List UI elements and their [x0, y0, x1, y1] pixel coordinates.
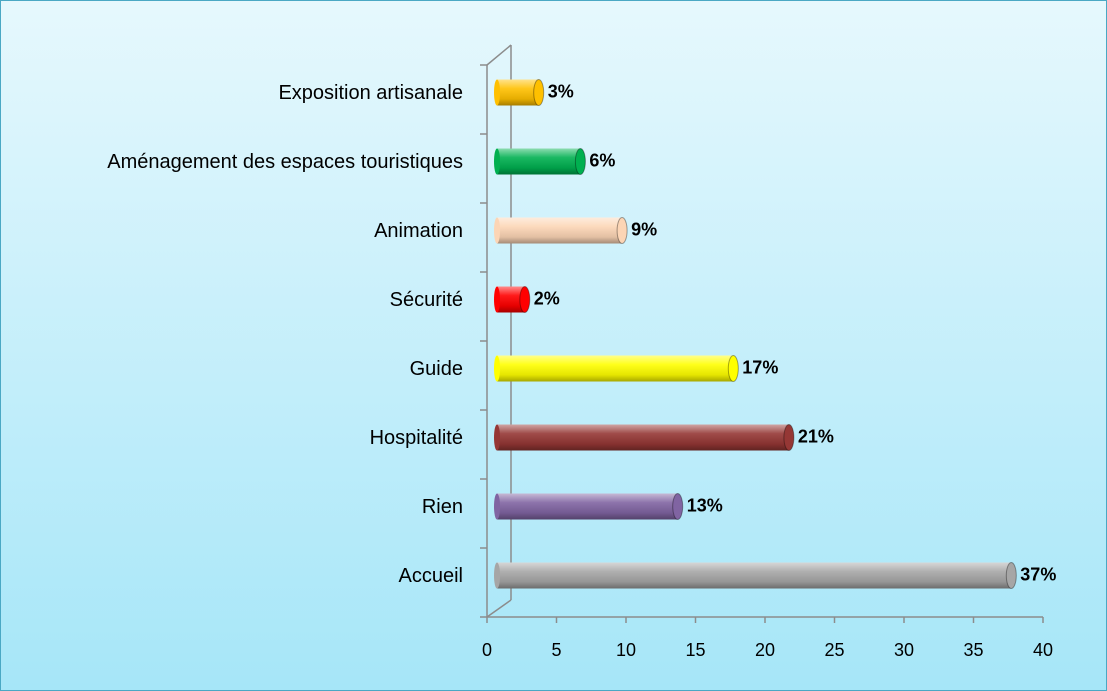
bar-shade [497, 217, 623, 244]
value-label: 17% [742, 357, 778, 377]
bar-shade [497, 424, 789, 451]
bar-start [494, 562, 500, 589]
bar-cap [616, 217, 628, 244]
bar-cap [1005, 562, 1017, 589]
bar-start [494, 217, 500, 244]
y-tick-label: Animation [374, 220, 463, 242]
x-tick-label: 35 [963, 640, 983, 660]
x-tick-label: 25 [824, 640, 844, 660]
x-tick-label: 30 [894, 640, 914, 660]
x-tick-label: 0 [482, 640, 492, 660]
x-tick-label: 15 [685, 640, 705, 660]
bar-cap [672, 493, 684, 520]
value-label: 9% [631, 219, 657, 239]
y-tick-label: Aménagement des espaces touristiques [107, 151, 463, 173]
bar-start [494, 148, 500, 175]
bar-cap [727, 355, 739, 382]
bar-shade [497, 148, 581, 175]
y-tick-label: Rien [422, 496, 463, 518]
x-tick-label: 5 [551, 640, 561, 660]
value-label: 21% [798, 426, 834, 446]
bar-start [494, 355, 500, 382]
bar-start [494, 286, 500, 313]
value-label: 13% [687, 495, 723, 515]
bar-start [494, 79, 500, 106]
bar-start [494, 424, 500, 451]
bar-shade [497, 355, 734, 382]
bar-cap [574, 148, 586, 175]
value-label: 6% [589, 150, 615, 170]
y-tick-label: Guide [410, 358, 463, 380]
bar-start [494, 493, 500, 520]
x-tick-label: 40 [1033, 640, 1053, 660]
y-tick-label: Hospitalité [370, 427, 463, 449]
y-tick-label: Exposition artisanale [278, 82, 463, 104]
value-label: 2% [534, 288, 560, 308]
y-tick-label: Accueil [399, 565, 463, 587]
bar-cap [533, 79, 545, 106]
value-label: 3% [548, 81, 574, 101]
value-label: 37% [1020, 564, 1056, 584]
bar-shade [497, 493, 678, 520]
bar-shade [497, 562, 1012, 589]
x-tick-label: 20 [755, 640, 775, 660]
bar-cap [519, 286, 531, 313]
bar-cap [783, 424, 795, 451]
bar-shade [497, 79, 539, 106]
x-tick-label: 10 [616, 640, 636, 660]
y-tick-label: Sécurité [390, 289, 463, 311]
